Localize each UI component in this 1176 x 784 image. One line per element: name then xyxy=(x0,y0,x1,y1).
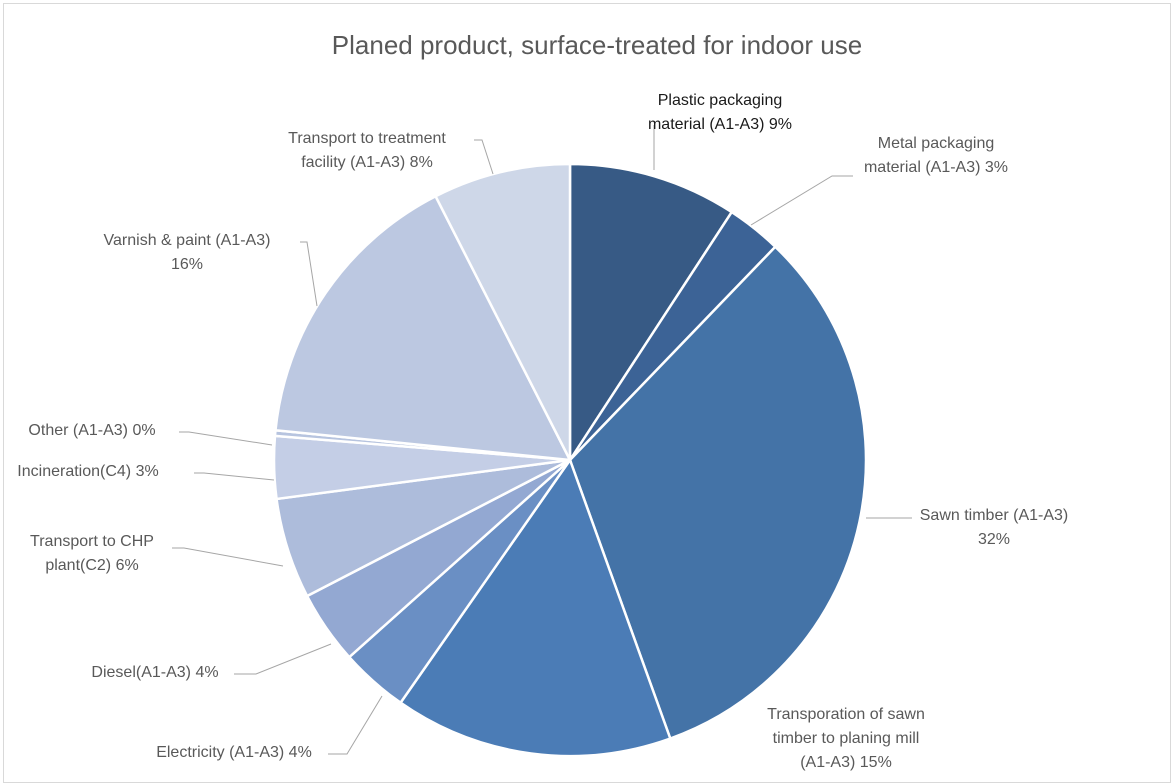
pie-chart: Planed product, surface-treated for indo… xyxy=(17,30,1069,771)
pie-slice-transport-treatment xyxy=(433,162,572,461)
slice-label-line: material (A1-A3) 9% xyxy=(648,116,792,133)
slice-label-line: material (A1-A3) 3% xyxy=(864,159,1008,176)
slice-label-plastic: Plastic packaging material (A1-A3) 9% xyxy=(648,92,792,133)
leader-line-electricity xyxy=(328,695,383,755)
slice-label-diesel: Diesel(A1-A3) 4% xyxy=(91,664,218,681)
leader-line-transport-treatment xyxy=(474,139,494,175)
leader-line-other xyxy=(179,431,273,446)
slice-label-line: facility (A1-A3) 8% xyxy=(301,154,433,171)
slice-label-line: Metal packaging xyxy=(878,135,995,152)
slice-label-other: Other (A1-A3) 0% xyxy=(28,422,155,439)
slice-label-line: Transport to treatment xyxy=(288,130,446,147)
slice-label-line: Sawn timber (A1-A3) xyxy=(920,507,1069,524)
leader-line-diesel xyxy=(234,643,332,675)
pie-slice-transport-planing xyxy=(398,457,672,758)
slice-label-transport-treatment: Transport to treatment facility (A1-A3) 8… xyxy=(288,130,446,171)
slice-label-metal: Metal packaging material (A1-A3) 3% xyxy=(864,135,1008,176)
slice-label-line: Plastic packaging xyxy=(658,92,783,109)
pie-slice-plastic xyxy=(568,162,734,465)
leader-line-metal xyxy=(750,175,853,226)
leader-line-incineration xyxy=(194,472,275,481)
leader-line-varnish xyxy=(300,241,318,307)
chart-frame: Planed product, surface-treated for indo… xyxy=(3,3,1171,783)
slice-label-line: Transport to CHP xyxy=(30,533,154,550)
slice-label-line: plant(C2) 6% xyxy=(45,557,138,574)
slice-label-line: Incineration(C4) 3% xyxy=(17,463,158,480)
slice-label-line: timber to planing mill xyxy=(773,730,920,747)
slice-label-sawn: Sawn timber (A1-A3) 32% xyxy=(920,507,1069,548)
slice-label-line: Diesel(A1-A3) 4% xyxy=(91,664,218,681)
slice-label-line: Transporation of sawn xyxy=(767,706,925,723)
slice-label-incineration: Incineration(C4) 3% xyxy=(17,463,158,480)
slice-label-line: (A1-A3) 15% xyxy=(800,754,892,771)
pie-slice-varnish xyxy=(274,194,573,462)
slice-label-line: 16% xyxy=(171,256,203,273)
leader-line-transport-chp xyxy=(172,547,284,567)
slice-label-line: 32% xyxy=(978,531,1010,548)
chart-title: Planed product, surface-treated for indo… xyxy=(332,30,862,60)
slice-label-line: Other (A1-A3) 0% xyxy=(28,422,155,439)
slice-label-transport-planing: Transporation of sawn timber to planing m… xyxy=(767,706,925,771)
slice-label-line: Varnish & paint (A1-A3) xyxy=(104,232,271,249)
slice-label-varnish: Varnish & paint (A1-A3) 16% xyxy=(104,232,271,273)
slice-label-transport-chp: Transport to CHP plant(C2) 6% xyxy=(30,533,154,574)
pie-slice-sawn xyxy=(568,245,868,741)
slice-label-line: Electricity (A1-A3) 4% xyxy=(156,744,312,761)
slice-label-electricity: Electricity (A1-A3) 4% xyxy=(156,744,312,761)
